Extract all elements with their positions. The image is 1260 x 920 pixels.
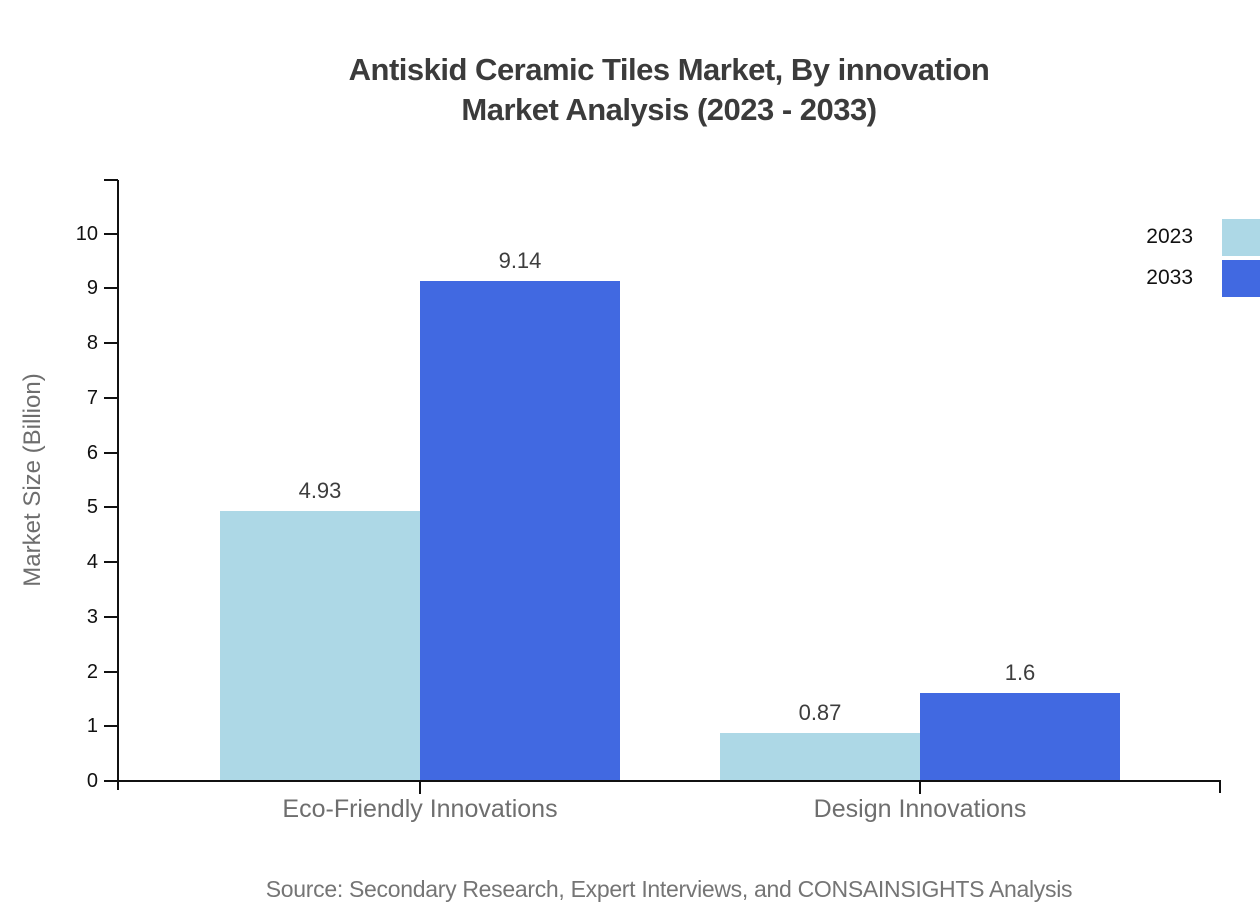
y-tick-8 <box>104 342 118 344</box>
y-tick-5 <box>104 506 118 509</box>
y-tick-0 <box>104 780 118 782</box>
y-tick-4 <box>104 561 118 563</box>
x-axis-right-cap <box>1219 781 1221 793</box>
y-tick-label-7: 7 <box>86 386 98 409</box>
y-tick-label-4: 4 <box>86 551 98 573</box>
y-tick-10 <box>104 232 118 235</box>
x-axis-line <box>104 780 1221 782</box>
source-note: Source: Secondary Research, Expert Inter… <box>265 876 1073 902</box>
x-tick-design-innovations <box>919 782 921 794</box>
y-tick-label-2: 2 <box>86 660 98 683</box>
y-tick-9 <box>104 287 118 290</box>
chart-title: Antiskid Ceramic Tiles Market, By innova… <box>118 50 1220 130</box>
y-tick-6 <box>104 451 118 454</box>
legend-item-2033: 2033 <box>1146 259 1260 297</box>
value-label-2023-design-innovations: 0.87 <box>798 700 842 726</box>
y-tick-1 <box>104 725 118 728</box>
y-tick-label-0: 0 <box>86 770 98 792</box>
bar-2023-eco-friendly-innovations <box>220 511 420 780</box>
legend-label-2023: 2023 <box>1146 225 1193 248</box>
y-tick-label-6: 6 <box>86 441 98 464</box>
legend-label-2033: 2033 <box>1146 266 1193 289</box>
legend-swatch-2023 <box>1222 218 1260 256</box>
category-label-eco-friendly-innovations: Eco-Friendly Innovations <box>282 795 558 823</box>
y-tick-label-3: 3 <box>86 605 98 628</box>
y-tick-3 <box>104 615 118 618</box>
y-tick-2 <box>104 670 118 673</box>
bar-2033-design-innovations <box>920 693 1120 780</box>
category-label-design-innovations: Design Innovations <box>813 795 1027 823</box>
legend-item-2023: 2023 <box>1146 218 1260 256</box>
value-label-2023-eco-friendly-innovations: 4.93 <box>298 478 342 504</box>
y-tick-label-9: 9 <box>86 277 98 300</box>
y-tick-label-10: 10 <box>75 222 98 245</box>
value-label-2033-design-innovations: 1.6 <box>1004 660 1036 686</box>
chart-title-line1: Antiskid Ceramic Tiles Market, By innova… <box>348 52 990 87</box>
y-tick-label-8: 8 <box>86 332 98 354</box>
x-tick-eco-friendly-innovations <box>419 782 421 794</box>
legend: 2023 2033 <box>1146 218 1260 297</box>
y-axis-top-cap <box>104 179 118 181</box>
y-tick-label-5: 5 <box>86 496 98 519</box>
chart-title-line2: Market Analysis (2023 - 2033) <box>461 92 877 127</box>
bar-2023-design-innovations <box>720 733 920 780</box>
y-axis-line <box>117 180 119 790</box>
legend-swatch-2033 <box>1222 259 1260 297</box>
y-tick-7 <box>104 396 118 399</box>
value-label-2033-eco-friendly-innovations: 9.14 <box>498 247 542 273</box>
y-tick-label-1: 1 <box>86 715 98 738</box>
bar-2033-eco-friendly-innovations <box>420 280 620 780</box>
